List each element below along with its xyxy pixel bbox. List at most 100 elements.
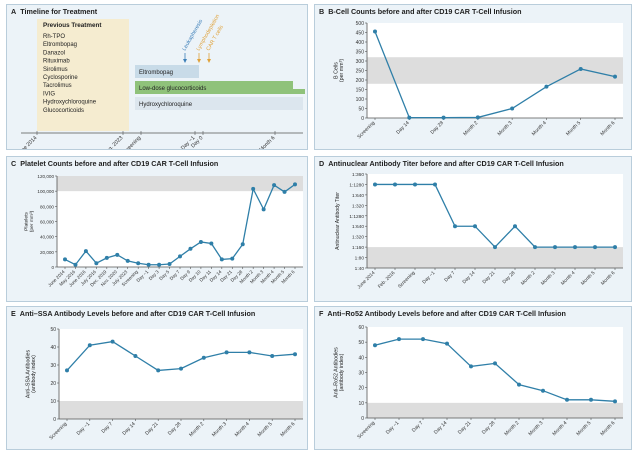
data-point <box>224 350 229 355</box>
x-tick-label: Month 6 <box>279 421 296 438</box>
x-tick-label: Day 7 <box>101 421 115 435</box>
x-tick-label: Day 28 <box>167 421 183 437</box>
y-tick-label: 400 <box>356 40 365 46</box>
y-tick-label: 1:320 <box>352 235 364 241</box>
data-point <box>373 29 377 34</box>
data-point <box>133 354 138 358</box>
x-tick-label: Day 7 <box>443 270 456 283</box>
treatment-bar <box>135 65 199 78</box>
data-point <box>115 252 120 257</box>
panel-e-title: E Anti–SSA Antibody Levels before and aft… <box>11 309 256 318</box>
data-point <box>251 186 256 191</box>
y-tick-label: 1:640 <box>352 193 364 199</box>
y-tick-label: 120,000 <box>37 174 54 179</box>
x-tick-label: Screening <box>356 420 376 440</box>
data-point <box>272 183 277 188</box>
y-tick-label: 100,000 <box>37 189 54 194</box>
y-tick-label: 100 <box>356 97 365 103</box>
previous-treatment-heading: Previous Treatment <box>43 22 102 29</box>
data-point <box>513 224 517 229</box>
annotation-arrowhead <box>197 59 201 63</box>
normal-range-band <box>367 402 623 418</box>
y-tick-label: 50 <box>358 340 364 346</box>
y-axis-title: B Cells(per mm³) <box>333 59 345 82</box>
panel-b-title: B B-Cell Counts before and after CD19 CAR… <box>319 7 522 16</box>
data-point <box>593 245 597 250</box>
panel-f: F Anti–Ro52 Antibody Levels before and af… <box>314 306 632 450</box>
panel-c-svg: 020,00040,00060,00080,000100,000120,000J… <box>24 174 303 288</box>
previous-treatment-item: IVIG <box>43 91 55 97</box>
plot-area <box>57 176 303 267</box>
x-tick-label: Day −1 <box>135 269 149 283</box>
previous-treatment-item: Eltrombopag <box>43 42 77 48</box>
y-tick-label: 10 <box>358 401 364 407</box>
data-point <box>201 355 206 360</box>
data-point <box>167 261 172 266</box>
normal-range-band <box>367 247 623 268</box>
data-point <box>397 337 401 342</box>
data-point <box>544 84 549 89</box>
x-tick-label: Screening <box>356 120 376 140</box>
y-axis-title-line: (antibody index) <box>31 355 37 393</box>
data-point <box>179 366 183 371</box>
x-tick-label: Screening <box>397 270 417 290</box>
data-point <box>441 115 446 120</box>
x-tick-label: Screening <box>48 421 68 441</box>
y-tick-label: 20 <box>50 381 56 387</box>
data-point <box>293 352 297 357</box>
data-point <box>219 257 224 262</box>
y-tick-label: 10 <box>50 399 56 405</box>
data-point <box>178 254 182 259</box>
y-tick-label: 40 <box>50 345 56 351</box>
data-point <box>110 339 115 344</box>
y-tick-label: 0 <box>51 265 54 270</box>
annotation-arrowhead <box>207 59 211 63</box>
x-tick-label: Month 3 <box>211 421 228 438</box>
data-point <box>65 368 69 373</box>
y-tick-label: 80,000 <box>40 204 54 209</box>
previous-treatment-item: Glucocorticoids <box>43 108 84 114</box>
panel-b: B B-Cell Counts before and after CD19 CAR… <box>314 4 632 150</box>
y-tick-label: 1:80 <box>355 256 365 262</box>
y-tick-label: 1:1280 <box>349 214 364 220</box>
x-tick-label: Day 7 <box>411 420 425 434</box>
data-point <box>282 189 287 194</box>
data-point <box>83 249 88 254</box>
x-tick-label: Day 5 <box>158 269 170 281</box>
data-point <box>73 262 78 267</box>
previous-treatment-item: Danazol <box>43 50 65 56</box>
y-tick-label: 60,000 <box>40 220 54 225</box>
data-point <box>613 399 617 404</box>
y-tick-label: 0 <box>53 417 56 423</box>
data-point <box>473 224 477 229</box>
x-tick-label: Month 4 <box>234 421 251 438</box>
data-point <box>87 343 92 348</box>
y-tick-label: 40,000 <box>40 235 54 240</box>
x-tick-label: Day −1 <box>421 270 436 285</box>
y-axis-title-line: (per mm³) <box>29 210 35 232</box>
treatment-bar-extension <box>293 89 305 94</box>
data-point <box>613 245 617 250</box>
y-tick-label: 40 <box>358 355 364 361</box>
data-point <box>578 66 583 71</box>
data-point <box>209 241 214 246</box>
data-point <box>445 341 449 346</box>
data-point <box>198 239 203 244</box>
y-tick-label: 1:1280 <box>349 182 364 188</box>
x-tick-label: Month 6 <box>599 120 616 137</box>
y-axis-title-line: Anti–Ro52 Antibodies <box>333 347 339 398</box>
y-axis-title-line: B Cells <box>333 62 339 79</box>
data-point <box>421 337 425 342</box>
data-point <box>433 182 437 187</box>
panel-c-title: C Platelet Counts before and after CD19 C… <box>11 159 219 168</box>
x-tick-label: Month 5 <box>580 270 597 287</box>
y-tick-label: 150 <box>356 88 365 94</box>
y-tick-label: 30 <box>358 371 364 377</box>
y-tick-label: 500 <box>356 21 365 27</box>
x-tick-label: Day 28 <box>430 120 446 136</box>
panel-e-svg: 0 10 20 30 40 50 Screening Day −1 Day 7 Day 14 Day… <box>25 327 303 441</box>
previous-treatment-item: Cyclosporine <box>43 75 78 81</box>
data-point <box>146 262 151 267</box>
x-tick-label: Day 21 <box>144 421 160 437</box>
data-point <box>240 242 245 247</box>
